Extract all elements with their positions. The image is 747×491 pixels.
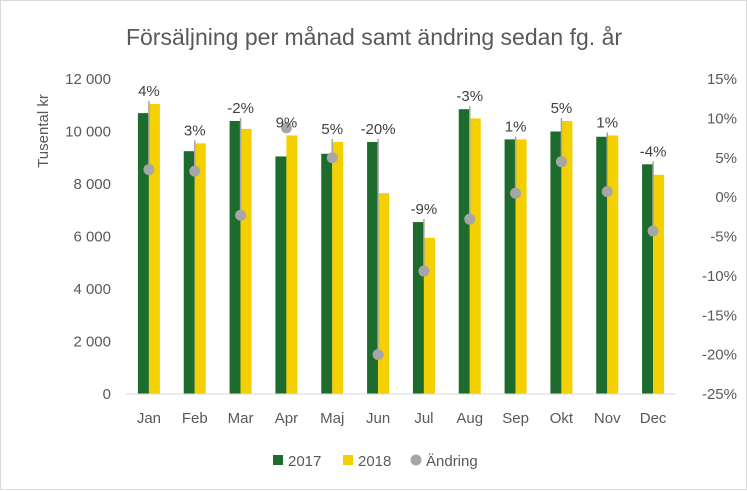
legend-label: 2017 — [288, 453, 321, 470]
x-tick-label: Mar — [228, 410, 254, 427]
bar-2018 — [561, 121, 573, 394]
y-left-tick-label: 2 000 — [73, 334, 111, 351]
bar-2018 — [423, 237, 435, 394]
change-point — [280, 122, 292, 134]
change-data-label: 3% — [184, 122, 206, 139]
x-tick-label: Aug — [456, 410, 483, 427]
legend-swatch — [273, 455, 283, 465]
bar-2018 — [286, 135, 298, 394]
legend-label: 2018 — [358, 453, 391, 470]
x-tick-label: Sep — [502, 410, 529, 427]
bar-2018 — [148, 103, 160, 394]
legend: 2017 2018 Ändring — [273, 453, 478, 470]
y-right-tick-label: -10% — [702, 268, 737, 285]
bar-2018 — [469, 118, 481, 394]
chart-title: Försäljning per månad samt ändring sedan… — [126, 24, 622, 50]
x-tick-label: Feb — [182, 410, 208, 427]
change-point — [189, 165, 201, 177]
x-tick-label: Apr — [275, 410, 298, 427]
legend-marker — [410, 454, 422, 466]
bar-2018 — [653, 174, 665, 394]
change-data-label: -4% — [640, 143, 667, 160]
y-left-tick-label: 12 000 — [65, 71, 111, 88]
y-left-tick-label: 6 000 — [73, 229, 111, 246]
bar-2017 — [458, 109, 470, 394]
bar-2018 — [240, 128, 252, 394]
change-data-label: -3% — [456, 88, 483, 105]
x-tick-label: Okt — [550, 410, 574, 427]
change-point — [235, 209, 247, 221]
change-point — [647, 225, 659, 237]
x-tick-label: Nov — [594, 410, 621, 427]
change-data-label: 9% — [276, 114, 298, 131]
bar-2018 — [332, 142, 344, 394]
y-right-tick-label: -5% — [710, 229, 737, 246]
bar-2018 — [515, 139, 527, 394]
change-data-label: -2% — [227, 100, 254, 117]
change-point — [372, 349, 384, 361]
y-right-tick-label: 0% — [715, 189, 737, 206]
x-tick-label: Jan — [137, 410, 161, 427]
y-right-tick-label: -25% — [702, 386, 737, 403]
bar-2017 — [275, 156, 287, 394]
y-right-tick-label: 10% — [707, 110, 737, 127]
y-right-tick-label: -15% — [702, 307, 737, 324]
bar-2017 — [183, 151, 195, 394]
change-point — [510, 187, 522, 199]
bar-2017 — [321, 153, 333, 394]
y-right-tick-label: 5% — [715, 150, 737, 167]
change-data-label: 1% — [505, 118, 527, 135]
bar-2017 — [229, 121, 241, 394]
x-tick-label: Maj — [320, 410, 344, 427]
change-point — [464, 213, 476, 225]
change-point — [326, 152, 338, 164]
change-point — [601, 186, 613, 198]
bar-2017 — [137, 113, 149, 394]
bars-group — [137, 103, 665, 394]
change-point — [143, 164, 155, 176]
y-left-tick-label: 8 000 — [73, 176, 111, 193]
bar-2017 — [504, 139, 516, 394]
x-tick-label: Jul — [414, 410, 433, 427]
change-data-label: 1% — [596, 114, 618, 131]
change-series-group: 4% 3% -2% 9% 5% -20% -9% -3% 1% 5% 1% -4% — [138, 83, 667, 361]
axes-group: 0 2 000 4 000 6 000 8 000 10 000 12 000 -25% -20… — [65, 71, 737, 427]
bar-2018 — [378, 193, 390, 394]
change-data-label: 4% — [138, 83, 160, 100]
legend-label: Ändring — [426, 453, 478, 470]
y-left-tick-label: 4 000 — [73, 281, 111, 298]
y-right-tick-label: 15% — [707, 71, 737, 88]
bar-2017 — [367, 142, 379, 394]
x-tick-label: Jun — [366, 410, 390, 427]
bar-2017 — [412, 222, 424, 394]
x-tick-label: Dec — [640, 410, 667, 427]
bar-2018 — [607, 135, 619, 394]
legend-swatch — [343, 455, 353, 465]
y-axis-title: Tusental kr — [35, 94, 52, 168]
bar-2017 — [550, 131, 562, 394]
change-data-label: -20% — [361, 121, 396, 138]
y-left-tick-label: 10 000 — [65, 124, 111, 141]
bar-2018 — [194, 143, 206, 394]
change-point — [418, 265, 430, 277]
y-left-tick-label: 0 — [103, 386, 111, 403]
bar-2017 — [642, 164, 654, 394]
change-point — [555, 156, 567, 168]
change-data-label: -9% — [411, 201, 438, 218]
bar-2017 — [596, 136, 608, 394]
change-data-label: 5% — [321, 121, 343, 138]
change-data-label: 5% — [551, 100, 573, 117]
y-right-tick-label: -20% — [702, 347, 737, 364]
